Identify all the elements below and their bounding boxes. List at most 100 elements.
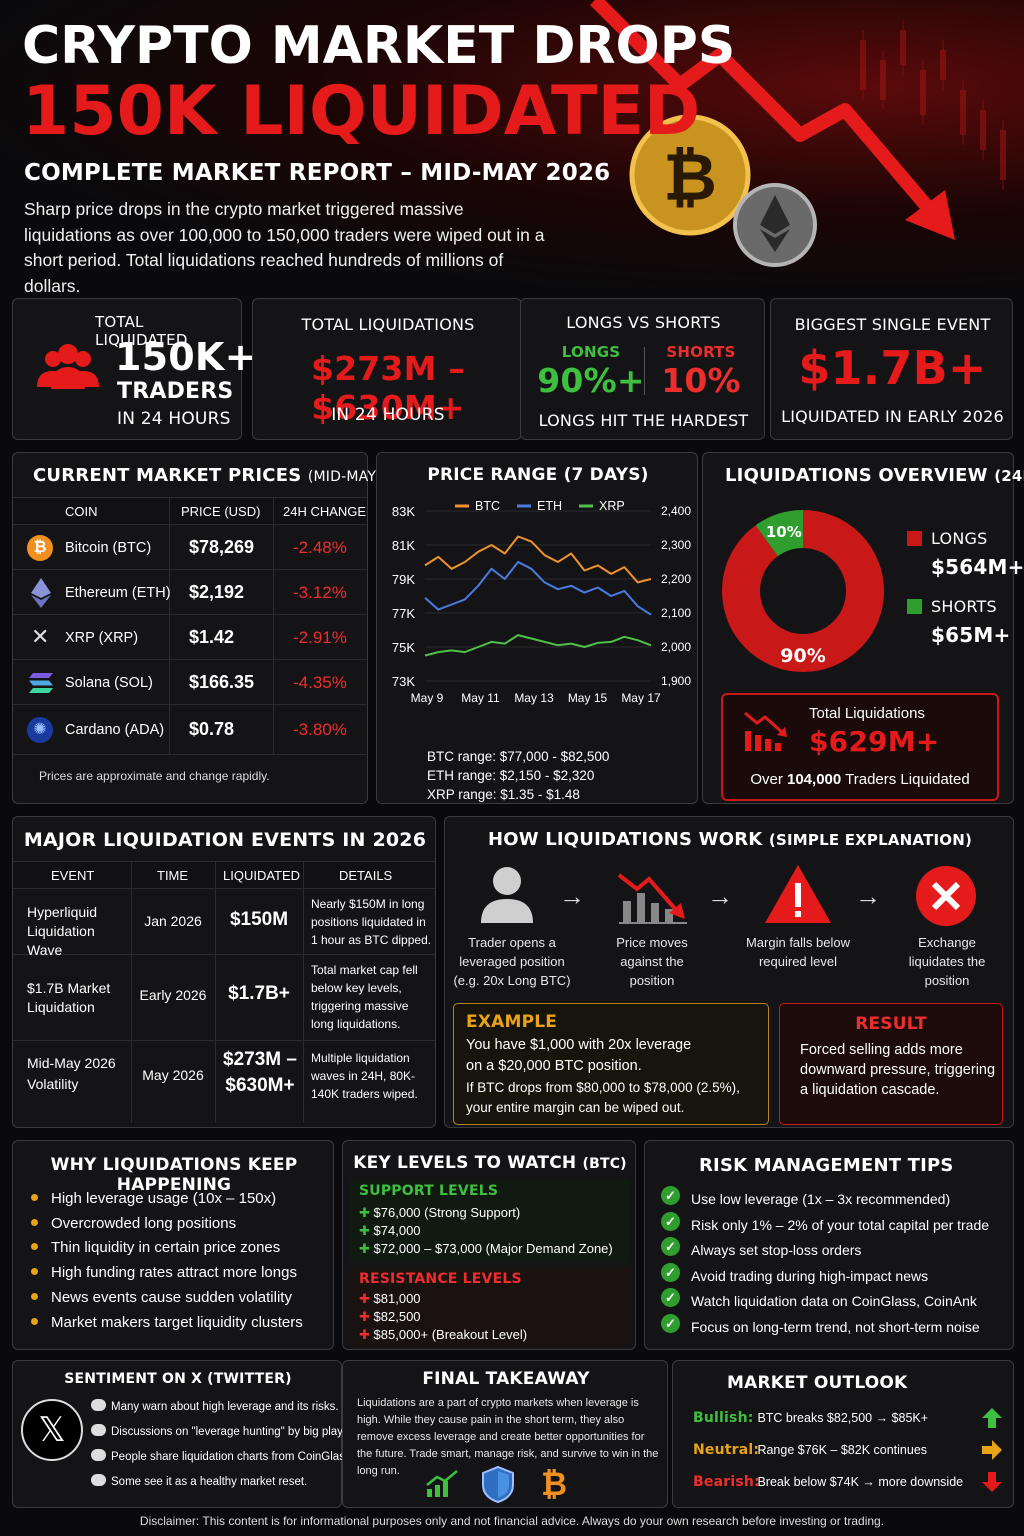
donut-label-longs: 90% [780, 645, 825, 667]
biggest-sub: LIQUIDATED IN EARLY 2026 [781, 407, 1004, 426]
hero-background [0, 0, 1024, 290]
legend-shorts-swatch [907, 599, 922, 614]
longshort-sub: LONGS HIT THE HARDEST [538, 411, 749, 430]
y-left-tick-label: 83K [392, 504, 415, 519]
biggest-value: $1.7B+ [798, 341, 987, 395]
coin-name: Solana (SOL) [65, 675, 153, 691]
hero-title-line2: 150K LIQUIDATED [22, 72, 701, 151]
why-title: WHY LIQUIDATIONS KEEP HAPPENING [50, 1155, 298, 1195]
resistance-text: $85,000+ (Breakout Level) [373, 1327, 528, 1342]
bitcoin-coin [629, 114, 751, 236]
plus-icon: ✚ [359, 1241, 370, 1256]
candlestick-background [860, 20, 1006, 190]
step-arrow: → [559, 881, 585, 911]
coin-change: -2.48% [293, 538, 347, 557]
total-value: $273M – $630M+ [310, 349, 466, 427]
how-title-text: HOW LIQUIDATIONS WORK [487, 829, 763, 850]
resistance-item: ✚ $82,500 [359, 1309, 421, 1325]
result-text: Forced selling adds more downward pressu… [800, 1042, 996, 1098]
warning-icon [765, 865, 831, 923]
overview-title-text: LIQUIDATIONS OVERVIEW [725, 465, 988, 486]
price-row-sol: Solana (SOL) $166.35 -4.35% [13, 660, 367, 705]
risk-card: RISK MANAGEMENT TIPS Use low leverage (1… [644, 1140, 1014, 1350]
outlook-title: MARKET OUTLOOK [727, 1373, 908, 1393]
longs-label: LONGS [561, 343, 621, 361]
series-line-xrp [424, 634, 652, 657]
falling-chart-icon [617, 873, 687, 924]
coin-name: Cardano (ADA) [65, 722, 165, 738]
col-liquidated: LIQUIDATED [223, 868, 301, 883]
coin-price: $1.42 [189, 627, 235, 647]
coin-name: Bitcoin (BTC) [65, 540, 152, 556]
x-tick-label: May 17 [621, 691, 661, 705]
chat-bubble-icon [91, 1449, 106, 1461]
price-range-card: PRICE RANGE (7 DAYS) 83K 2,400 81K 2,300 79K… [376, 452, 698, 804]
resistance-text: $82,500 [373, 1309, 421, 1324]
y-left-tick-label: 75K [392, 640, 415, 655]
resistance-item: ✚ $81,000 [359, 1291, 421, 1307]
event-details: Multiple liquidation waves in 24H, 80K-1… [311, 1051, 418, 1101]
coin-change: -2.91% [293, 628, 347, 647]
xrp-range-text: XRP range: $1.35 - $1.48 [427, 787, 580, 802]
stat-card-biggest: BIGGEST SINGLE EVENT $1.7B+ LIQUIDATED I… [770, 298, 1013, 440]
col-coin: COIN [65, 504, 98, 519]
y-right-tick-label: 2,200 [661, 572, 691, 586]
takeaway-title: FINAL TAKEAWAY [422, 1369, 590, 1389]
example-line1: You have $1,000 with 20x leverage [466, 1037, 692, 1053]
why-card: WHY LIQUIDATIONS KEEP HAPPENING High lev… [12, 1140, 334, 1350]
chat-bubble-icon [91, 1424, 106, 1436]
traders-sub: IN 24 HOURS [117, 409, 231, 429]
event-time: Jan 2026 [144, 913, 202, 929]
disclaimer: Disclaimer: This content is for informat… [139, 1514, 885, 1528]
coin-price: $2,192 [189, 582, 245, 602]
support-text: $76,000 (Strong Support) [373, 1205, 521, 1220]
why-list: High leverage usage (10x – 150x) Overcro… [27, 1187, 327, 1335]
coin-price: $0.78 [189, 719, 235, 739]
arrow-up-icon [982, 1408, 1002, 1428]
people-icon [37, 344, 99, 389]
series-line-eth [424, 561, 652, 616]
biggest-label: BIGGEST SINGLE EVENT [794, 315, 991, 334]
bitcoin-logo-icon: ₿ [541, 1465, 568, 1503]
event-row: $1.7B Market Liquidation Early 2026 $1.7… [13, 955, 435, 1041]
stat-card-longshort: LONGS VS SHORTS LONGS 90%+ SHORTS 10% LO… [520, 298, 765, 440]
y-left-tick-label: 73K [392, 674, 415, 689]
legend-shorts-label: SHORTS [931, 597, 997, 616]
resistance-title: RESISTANCE LEVELS [359, 1271, 522, 1287]
plus-icon: ✚ [359, 1205, 370, 1220]
support-item: ✚ $76,000 (Strong Support) [359, 1205, 520, 1221]
liquidations-donut-chart: 10% 90% [722, 510, 884, 672]
price-row-btc: ₿ Bitcoin (BTC) $78,269 -2.48% [13, 525, 367, 570]
list-item: Overcrowded long positions [27, 1212, 327, 1237]
overview-title: LIQUIDATIONS OVERVIEW (24H) [725, 465, 1024, 486]
price-range-title: PRICE RANGE (7 DAYS) [427, 465, 649, 485]
sentiment-text: People share liquidation charts from Coi… [111, 1451, 354, 1463]
chat-bubble-icon [91, 1474, 106, 1486]
list-item: Risk only 1% – 2% of your total capital … [661, 1211, 1011, 1239]
support-title: SUPPORT LEVELS [359, 1183, 499, 1199]
chat-bubble-icon [91, 1399, 106, 1411]
x-circle-icon [916, 866, 976, 926]
market-prices-title-text: CURRENT MARKET PRICES [33, 465, 302, 486]
list-item: Focus on long-term trend, not short-term… [661, 1313, 1011, 1341]
traders-label: TOTAL LIQUIDATED [95, 313, 188, 349]
resistance-item: ✚ $85,000+ (Breakout Level) [359, 1327, 527, 1343]
levels-title: KEY LEVELS TO WATCH (BTC) [343, 1153, 637, 1173]
arrow-down-icon [982, 1472, 1002, 1492]
series-line-btc [424, 535, 652, 584]
outlook-text: BTC breaks $82,500 → $85K+ [757, 1411, 929, 1425]
outlook-text: Break below $74K → more downside [757, 1475, 964, 1489]
events-card: MAJOR LIQUIDATION EVENTS IN 2026 EVENT T… [12, 816, 436, 1128]
events-title: MAJOR LIQUIDATION EVENTS IN 2026 [23, 829, 427, 851]
list-item: Always set stop-loss orders [661, 1237, 1011, 1264]
solana-icon [29, 673, 53, 693]
col-change: 24H CHANGE [283, 504, 367, 519]
hero-intro: Sharp price drops in the crypto market t… [24, 199, 545, 296]
step-text: Margin falls below required level [745, 935, 851, 969]
total-sub: IN 24 HOURS [331, 405, 445, 425]
plus-icon: ✚ [359, 1327, 370, 1342]
shield-icon [482, 1465, 514, 1503]
events-header: EVENT TIME LIQUIDATED DETAILS [13, 861, 435, 889]
result-box: RESULT Forced selling adds more downward… [779, 1003, 1003, 1125]
risk-list: Use low leverage (1x – 3x recommended) R… [661, 1186, 1011, 1341]
